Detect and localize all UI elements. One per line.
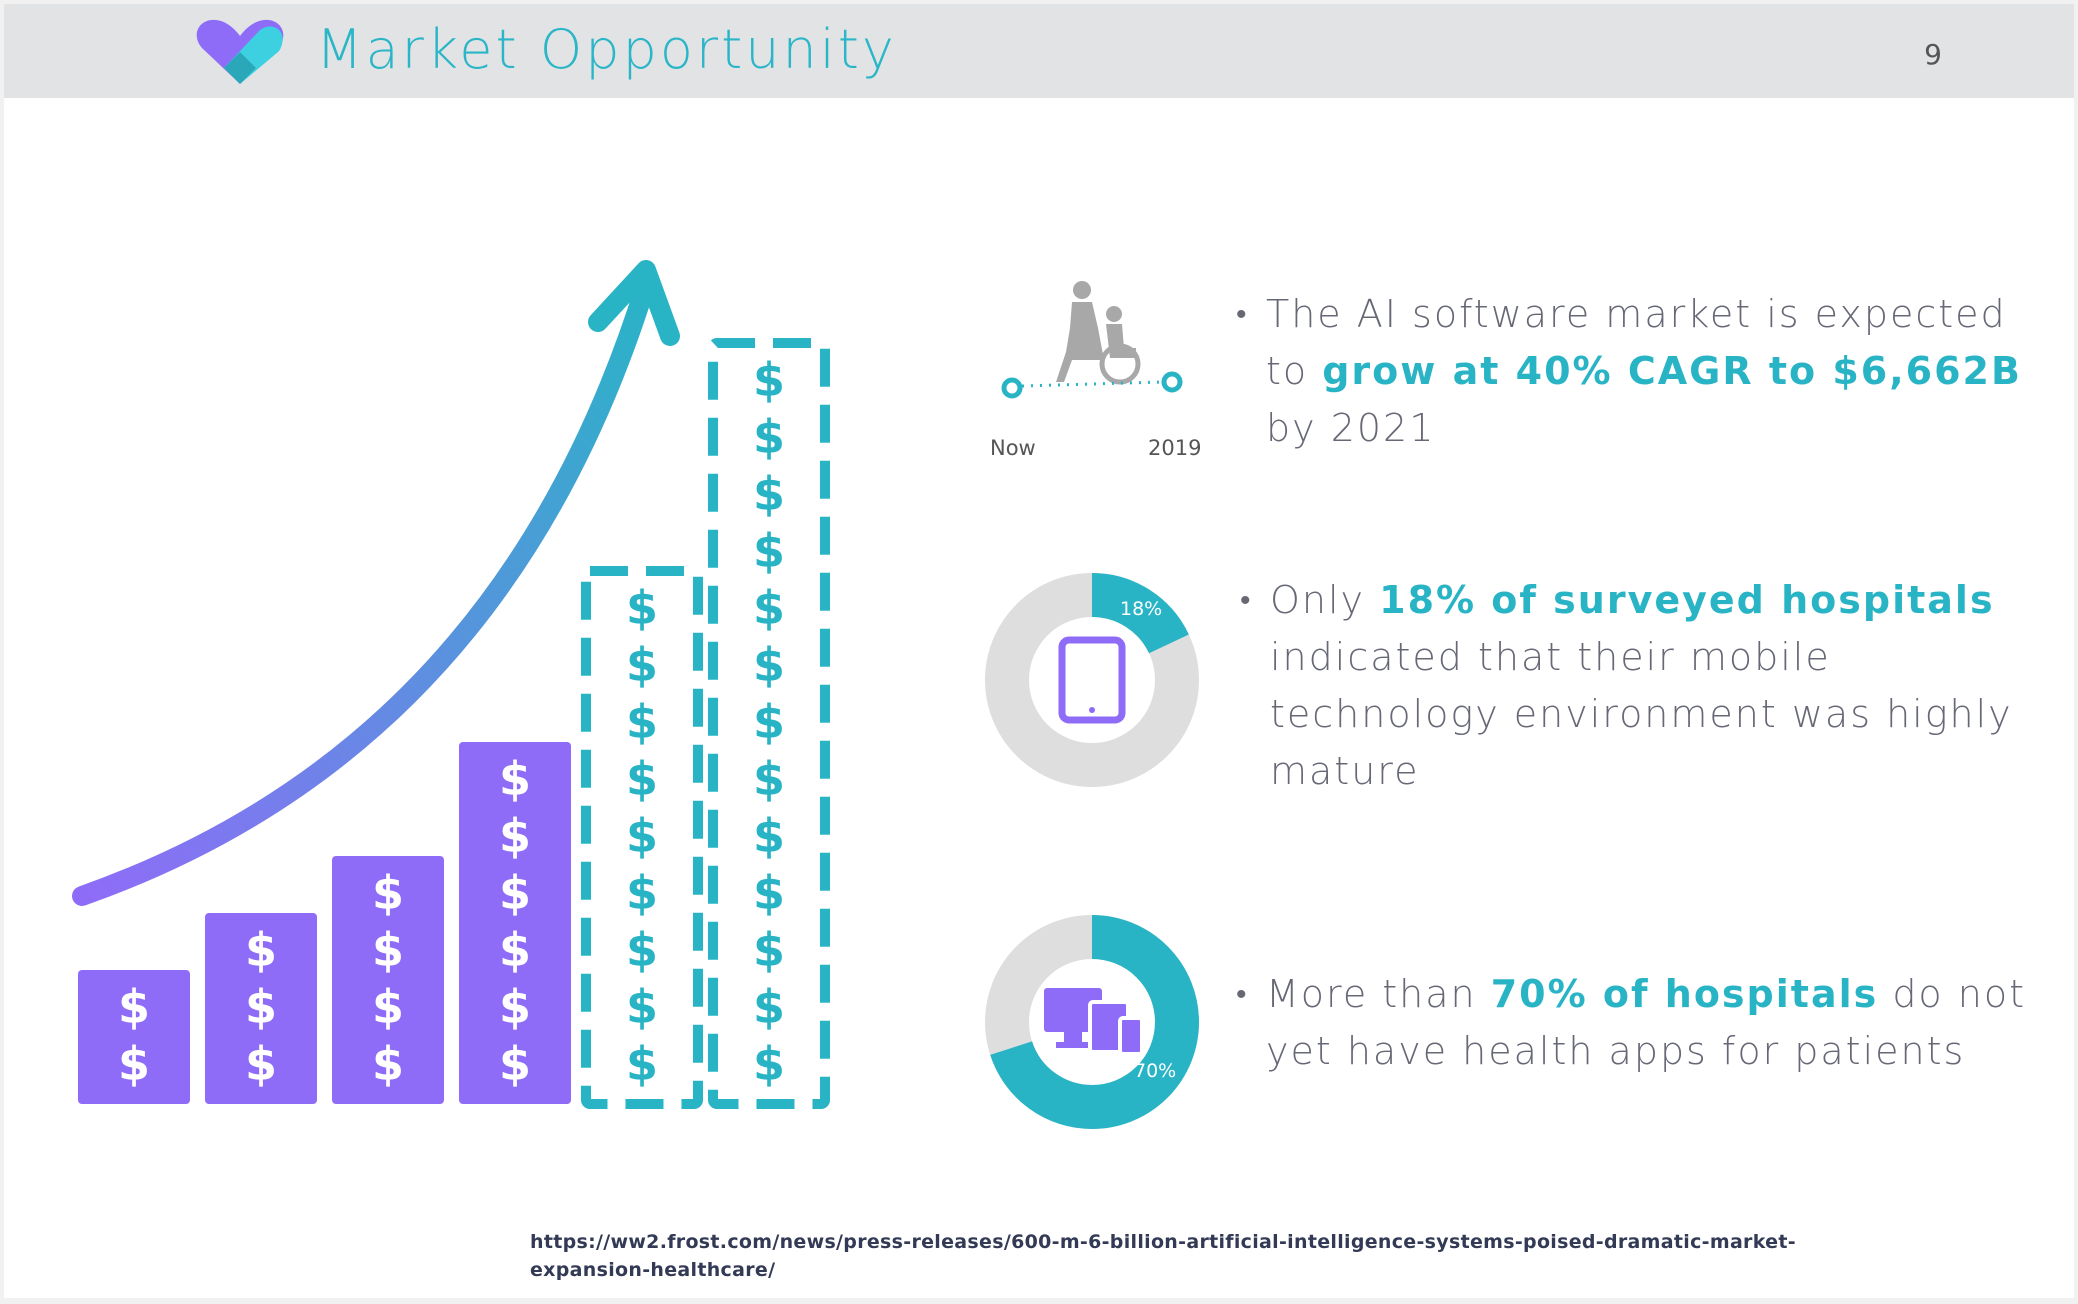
bullet-dot-icon: •	[1236, 297, 1249, 332]
dollar-symbol: $	[626, 581, 658, 635]
growth-bar	[581, 566, 703, 1109]
dollar-symbol: $	[118, 1037, 150, 1091]
timeline-end-label: 2019	[1148, 436, 1202, 460]
dollar-symbol: $	[499, 752, 531, 806]
dollar-symbol: $	[626, 752, 658, 806]
dollar-symbol: $	[626, 809, 658, 863]
dollar-symbol: $	[753, 581, 785, 635]
dollar-symbol: $	[372, 980, 404, 1034]
dollar-symbol: $	[753, 524, 785, 578]
timeline-graphic: Now 2019	[972, 274, 1212, 474]
header-bar: Market Opportunity 9	[4, 4, 2074, 98]
dollar-symbol: $	[245, 923, 277, 977]
dollar-symbol: $	[626, 923, 658, 977]
growth-bar	[708, 338, 830, 1109]
hospital-maturity-donut: 18%	[980, 568, 1204, 792]
dollar-symbol: $	[499, 923, 531, 977]
dollar-symbol: $	[372, 1037, 404, 1091]
page-number: 9	[1924, 38, 1942, 71]
bullet-dot-icon: •	[1236, 977, 1249, 1012]
dollar-symbol: $	[753, 809, 785, 863]
dollar-symbol: $	[753, 467, 785, 521]
dollar-symbol: $	[753, 1037, 785, 1091]
dollar-symbol: $	[118, 980, 150, 1034]
elderly-care-icon	[1001, 281, 1183, 399]
growth-bar	[332, 856, 444, 1104]
dollar-symbol: $	[753, 866, 785, 920]
growth-bar	[78, 970, 190, 1104]
heart-logo-icon	[196, 19, 284, 84]
dollar-symbol: $	[753, 638, 785, 692]
maturity-percent-label: 18%	[1120, 598, 1163, 620]
page-title: Market Opportunity	[316, 18, 897, 81]
dollar-symbol: $	[753, 980, 785, 1034]
dollar-symbol: $	[626, 866, 658, 920]
dollar-symbol: $	[372, 923, 404, 977]
bullet-health-apps: • More than 70% of hospitals do not yet …	[1236, 966, 2026, 1080]
dollar-symbol: $	[499, 866, 531, 920]
growth-arrow-icon	[72, 274, 656, 906]
apps-percent-label: 70%	[1134, 1060, 1177, 1082]
slide: Market Opportunity 9 $ $ $ $ $ $ $ $ $ $ $ $ $ $ $ $ $ $ $…	[4, 4, 2074, 1298]
dollar-symbol: $	[245, 1037, 277, 1091]
dollar-symbol: $	[626, 695, 658, 749]
dollar-symbol: $	[753, 923, 785, 977]
source-citation: https://ww2.frost.com/news/press-release…	[530, 1228, 1796, 1284]
growth-bar	[459, 742, 571, 1104]
tablet-icon	[1058, 636, 1126, 724]
bullet-ai-market: • The AI software market is expected to …	[1236, 286, 2026, 457]
dollar-symbol: $	[499, 809, 531, 863]
source-line-1: https://ww2.frost.com/news/press-release…	[530, 1231, 1796, 1253]
health-apps-donut: 70%	[980, 910, 1204, 1134]
source-line-2: expansion-healthcare/	[530, 1259, 776, 1281]
timeline-start-label: Now	[990, 436, 1036, 460]
dollar-symbol: $	[372, 866, 404, 920]
bullet-dot-icon: •	[1240, 583, 1253, 618]
dollar-symbol: $	[753, 695, 785, 749]
dollar-symbol: $	[753, 410, 785, 464]
dollar-symbol: $	[626, 1037, 658, 1091]
dollar-symbol: $	[499, 1037, 531, 1091]
devices-icon	[1038, 968, 1146, 1076]
growth-bar	[205, 913, 317, 1104]
dollar-symbol: $	[626, 638, 658, 692]
dollar-symbol: $	[753, 353, 785, 407]
bullet-hospital-maturity: • Only 18% of surveyed hospitals indicat…	[1240, 572, 2030, 800]
dollar-symbol: $	[499, 980, 531, 1034]
dollar-symbol: $	[626, 980, 658, 1034]
dollar-symbol: $	[245, 980, 277, 1034]
dollar-symbol: $	[753, 752, 785, 806]
growth-bar-graphic: $$$$$$$$$$$$$$$$$$$$$$$$$$$$$$$$$$$$$	[72, 260, 830, 1109]
